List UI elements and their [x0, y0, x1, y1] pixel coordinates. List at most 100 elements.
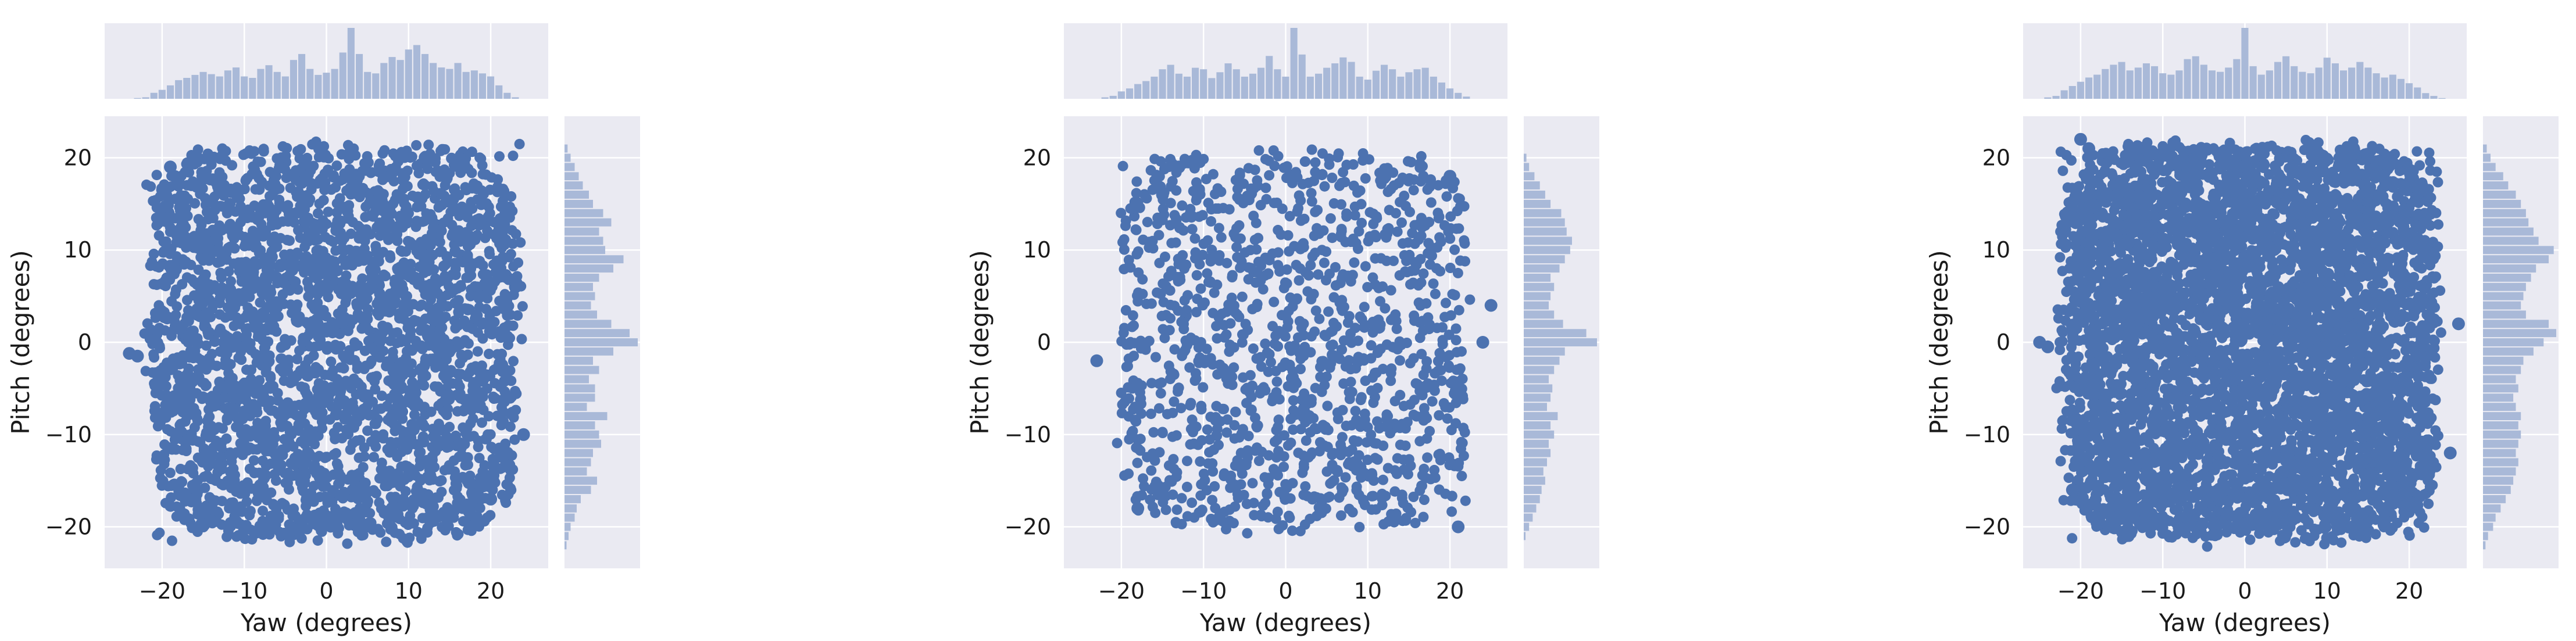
top-hist-bar: [1224, 63, 1232, 99]
scatter-point: [433, 418, 444, 429]
right-hist-bar: [564, 181, 583, 189]
top-hist-bar: [1356, 76, 1363, 99]
scatter-point: [1438, 398, 1449, 409]
scatter-point: [326, 356, 337, 367]
scatter-point: [1242, 452, 1253, 463]
scatter-point: [335, 311, 346, 322]
scatter-point: [319, 141, 330, 152]
scatter-point: [506, 191, 517, 202]
scatter-point: [333, 422, 344, 433]
scatter-point: [462, 241, 473, 252]
scatter-point: [1408, 409, 1419, 420]
scatter-point: [240, 267, 251, 278]
scatter-point: [1310, 248, 1321, 259]
scatter-point: [487, 325, 498, 336]
scatter-point: [1168, 454, 1179, 465]
scatter-point: [1170, 237, 1181, 248]
scatter-point: [1350, 406, 1361, 417]
scatter-point: [495, 201, 506, 212]
scatter-point: [496, 402, 507, 413]
right-hist-bar: [1524, 366, 1555, 374]
scatter-point: [1424, 324, 1435, 335]
scatter-point: [450, 263, 461, 274]
right-hist-bar: [564, 403, 587, 411]
scatter-point: [191, 388, 202, 399]
scatter-point: [317, 481, 328, 492]
right-hist-bar: [1524, 486, 1542, 494]
scatter-point: [1459, 238, 1470, 249]
scatter-point: [169, 316, 180, 327]
scatter-point: [339, 489, 350, 500]
scatter-point: [193, 310, 204, 321]
scatter-point: [1264, 170, 1275, 181]
scatter-point: [433, 381, 444, 392]
scatter-point: [248, 161, 259, 172]
top-hist-bar: [1405, 72, 1413, 99]
scatter-point: [438, 370, 449, 381]
scatter-point: [1191, 270, 1202, 281]
scatter-point: [411, 140, 422, 151]
scatter-point: [355, 289, 366, 300]
top-hist-bar: [1331, 63, 1339, 99]
scatter-point: [1405, 279, 1416, 290]
scatter-point: [226, 184, 236, 194]
scatter-point: [1344, 355, 1355, 366]
scatter-point: [1234, 170, 1245, 181]
scatter-point: [234, 393, 244, 403]
scatter-point: [465, 291, 476, 302]
scatter-point: [341, 289, 352, 300]
scatter-point: [170, 289, 181, 300]
scatter-point: [481, 169, 492, 180]
scatter-point: [1278, 461, 1289, 472]
scatter-point: [407, 191, 418, 201]
scatter-point: [224, 219, 235, 230]
scatter-point: [1445, 378, 1456, 389]
scatter-point: [215, 256, 226, 267]
scatter-point: [366, 355, 377, 366]
scatter-point: [227, 160, 238, 171]
scatter-point: [248, 267, 259, 278]
top-hist-bar: [454, 63, 462, 99]
scatter-point: [461, 185, 472, 196]
scatter-point: [1341, 211, 1352, 222]
scatter-point: [154, 527, 165, 538]
scatter-point: [338, 174, 348, 185]
scatter-point: [1323, 306, 1334, 317]
scatter-point: [160, 497, 171, 508]
scatter-point: [1460, 256, 1470, 267]
scatter-point: [280, 335, 291, 346]
scatter-point: [1430, 472, 1441, 483]
right-hist-bar: [1524, 504, 1537, 513]
scatter-point: [1419, 495, 1430, 505]
scatter-point: [1262, 489, 1273, 500]
scatter-point: [413, 249, 424, 260]
scatter-point: [1295, 353, 1306, 364]
scatter-point: [1281, 161, 1292, 172]
scatter-point: [376, 403, 387, 414]
scatter-point: [316, 526, 327, 537]
scatter-point: [502, 310, 513, 321]
scatter-point: [1388, 255, 1399, 266]
x-tick-label: −20: [1098, 578, 1145, 604]
scatter-point: [248, 284, 259, 295]
scatter-point: [1415, 253, 1426, 264]
scatter-point: [235, 217, 246, 228]
scatter-point: [1142, 217, 1153, 228]
scatter-point: [186, 428, 197, 439]
scatter-point: [1166, 476, 1177, 487]
scatter-point: [1375, 175, 1386, 186]
scatter-point: [459, 395, 470, 406]
scatter-point: [1277, 203, 1288, 214]
right-hist-bar: [564, 153, 571, 162]
scatter-point: [496, 420, 507, 431]
scatter-point: [241, 329, 252, 340]
scatter-point: [474, 503, 485, 514]
scatter-point: [270, 449, 280, 460]
scatter-point: [398, 437, 409, 448]
right-hist-bar: [1524, 329, 1587, 338]
scatter-point: [415, 475, 426, 486]
scatter-point: [342, 538, 353, 549]
top-hist-bar: [281, 76, 289, 99]
scatter-point: [331, 410, 342, 421]
scatter-point: [1116, 388, 1127, 398]
